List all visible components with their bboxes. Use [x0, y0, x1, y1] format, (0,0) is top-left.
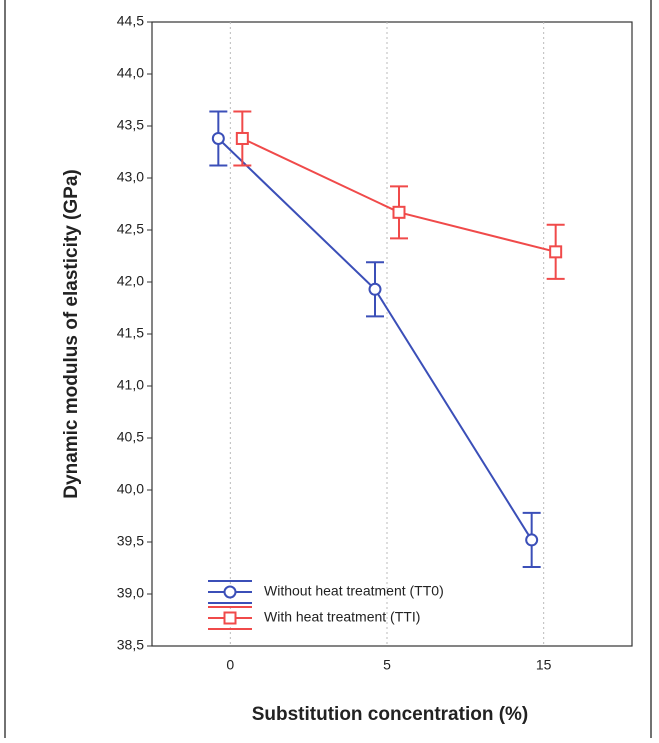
point [392, 205, 406, 219]
point [211, 131, 225, 145]
y-tick-label: 39,0 [117, 585, 144, 601]
y-tick-label: 44,0 [117, 65, 144, 81]
y-tick-label: 42,0 [117, 273, 144, 289]
y-tick-label: 40,5 [117, 429, 144, 445]
point [368, 282, 382, 296]
x-tick-label: 15 [536, 657, 552, 673]
y-tick-label: 41,0 [117, 377, 144, 393]
point [525, 533, 539, 547]
point [235, 131, 249, 145]
point [223, 611, 237, 625]
y-axis-label: Dynamic modulus of elasticity (GPa) [61, 169, 82, 498]
x-tick-label: 5 [383, 657, 391, 673]
y-tick-label: 44,5 [117, 13, 144, 29]
x-axis-label: Substitution concentration (%) [252, 704, 529, 725]
plot-frame [151, 21, 633, 647]
legend-label: With heat treatment (TTI) [264, 609, 420, 625]
legend-label: Without heat treatment (TT0) [264, 583, 444, 599]
y-tick-label: 41,5 [117, 325, 144, 341]
y-tick-label: 38,5 [117, 637, 144, 653]
y-tick-label: 43,5 [117, 117, 144, 133]
y-tick-label: 40,0 [117, 481, 144, 497]
series-line [217, 137, 533, 541]
point [223, 585, 237, 599]
y-tick-label: 39,5 [117, 533, 144, 549]
point [549, 245, 563, 259]
x-tick-label: 0 [226, 657, 234, 673]
y-tick-label: 42,5 [117, 221, 144, 237]
y-tick-label: 43,0 [117, 169, 144, 185]
